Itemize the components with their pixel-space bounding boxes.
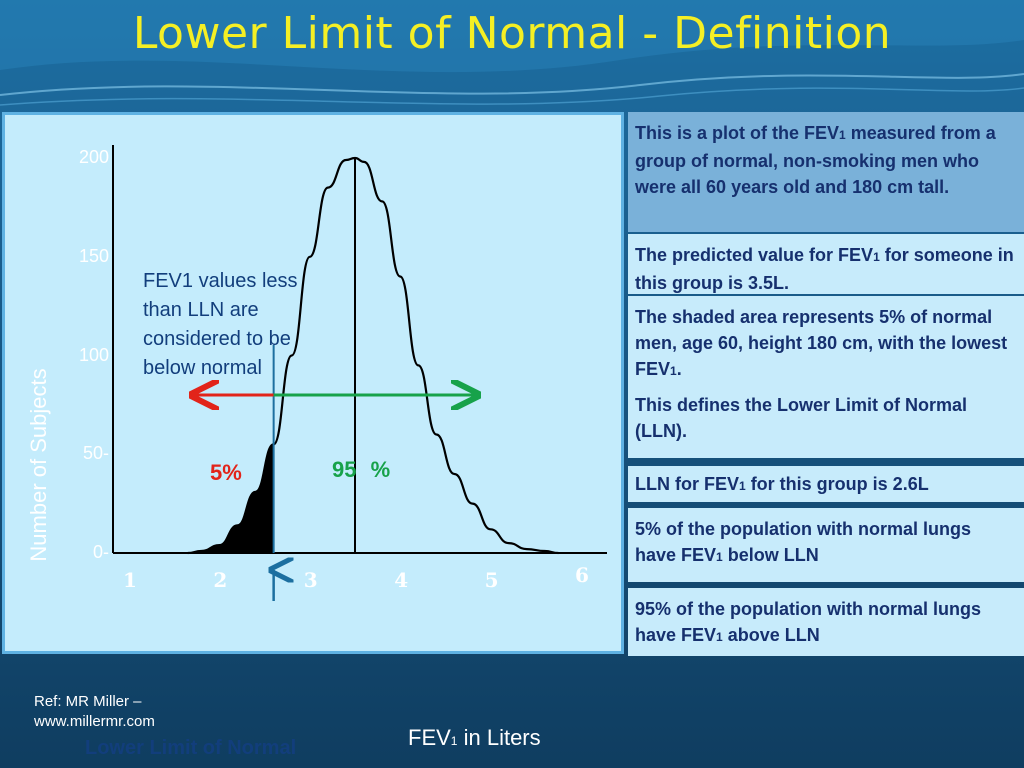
x-tick-label: 3 (303, 568, 318, 592)
above-lln-percent-label: 95 % (332, 457, 391, 482)
reference-citation: Ref: MR Miller – www.millermr.com (34, 692, 155, 732)
info-box-lln-value: LLN for FEV1 for this group is 2.6L (628, 466, 1024, 502)
x-tick-label: 5 (484, 568, 499, 592)
shaded-area-below-lln (187, 444, 274, 553)
lln-explanation-note: FEV1 values less than LLN are considered… (143, 270, 298, 379)
x-axis-label: FEV1 in Liters (408, 725, 541, 750)
reference-line-1: Ref: MR Miller – (34, 693, 142, 710)
x-tick-label: 6 (575, 563, 589, 587)
y-tick-label: 0- (92, 542, 109, 562)
x-tick-label: 4 (394, 568, 409, 592)
lln-definition-text: This defines the Lower Limit of Normal (… (635, 395, 968, 441)
x-tick-label: 2 (213, 568, 228, 592)
y-tick-label: 150 (78, 245, 109, 266)
distribution-curve (187, 156, 559, 555)
chart-panel: Number of Subjects FEV1 values less than… (2, 112, 624, 759)
info-box-plot-description: This is a plot of the FEV1 measured from… (628, 112, 1024, 232)
fev1-distribution-chart (112, 145, 607, 601)
info-box-shaded-area: The shaded area represents 5% of normal … (628, 296, 1024, 458)
y-tick-label: 100 (78, 344, 109, 365)
y-tick-label: 200 (78, 147, 109, 167)
lln-label: Lower Limit of Normal (85, 737, 297, 759)
y-tick-label: 50- (82, 443, 109, 464)
info-box-predicted-value: The predicted value for FEV1 for someone… (628, 234, 1024, 294)
info-box-below-lln: 5% of the population with normal lungs h… (628, 508, 1024, 582)
reference-line-2: www.millermr.com (34, 713, 155, 730)
info-box-above-lln: 95% of the population with normal lungs … (628, 588, 1024, 656)
y-axis-label: Number of Subjects (26, 368, 51, 562)
below-lln-percent-label: 5% (210, 460, 242, 485)
x-tick-label: 1 (123, 568, 137, 592)
slide-title: Lower Limit of Normal - Definition (132, 8, 892, 59)
